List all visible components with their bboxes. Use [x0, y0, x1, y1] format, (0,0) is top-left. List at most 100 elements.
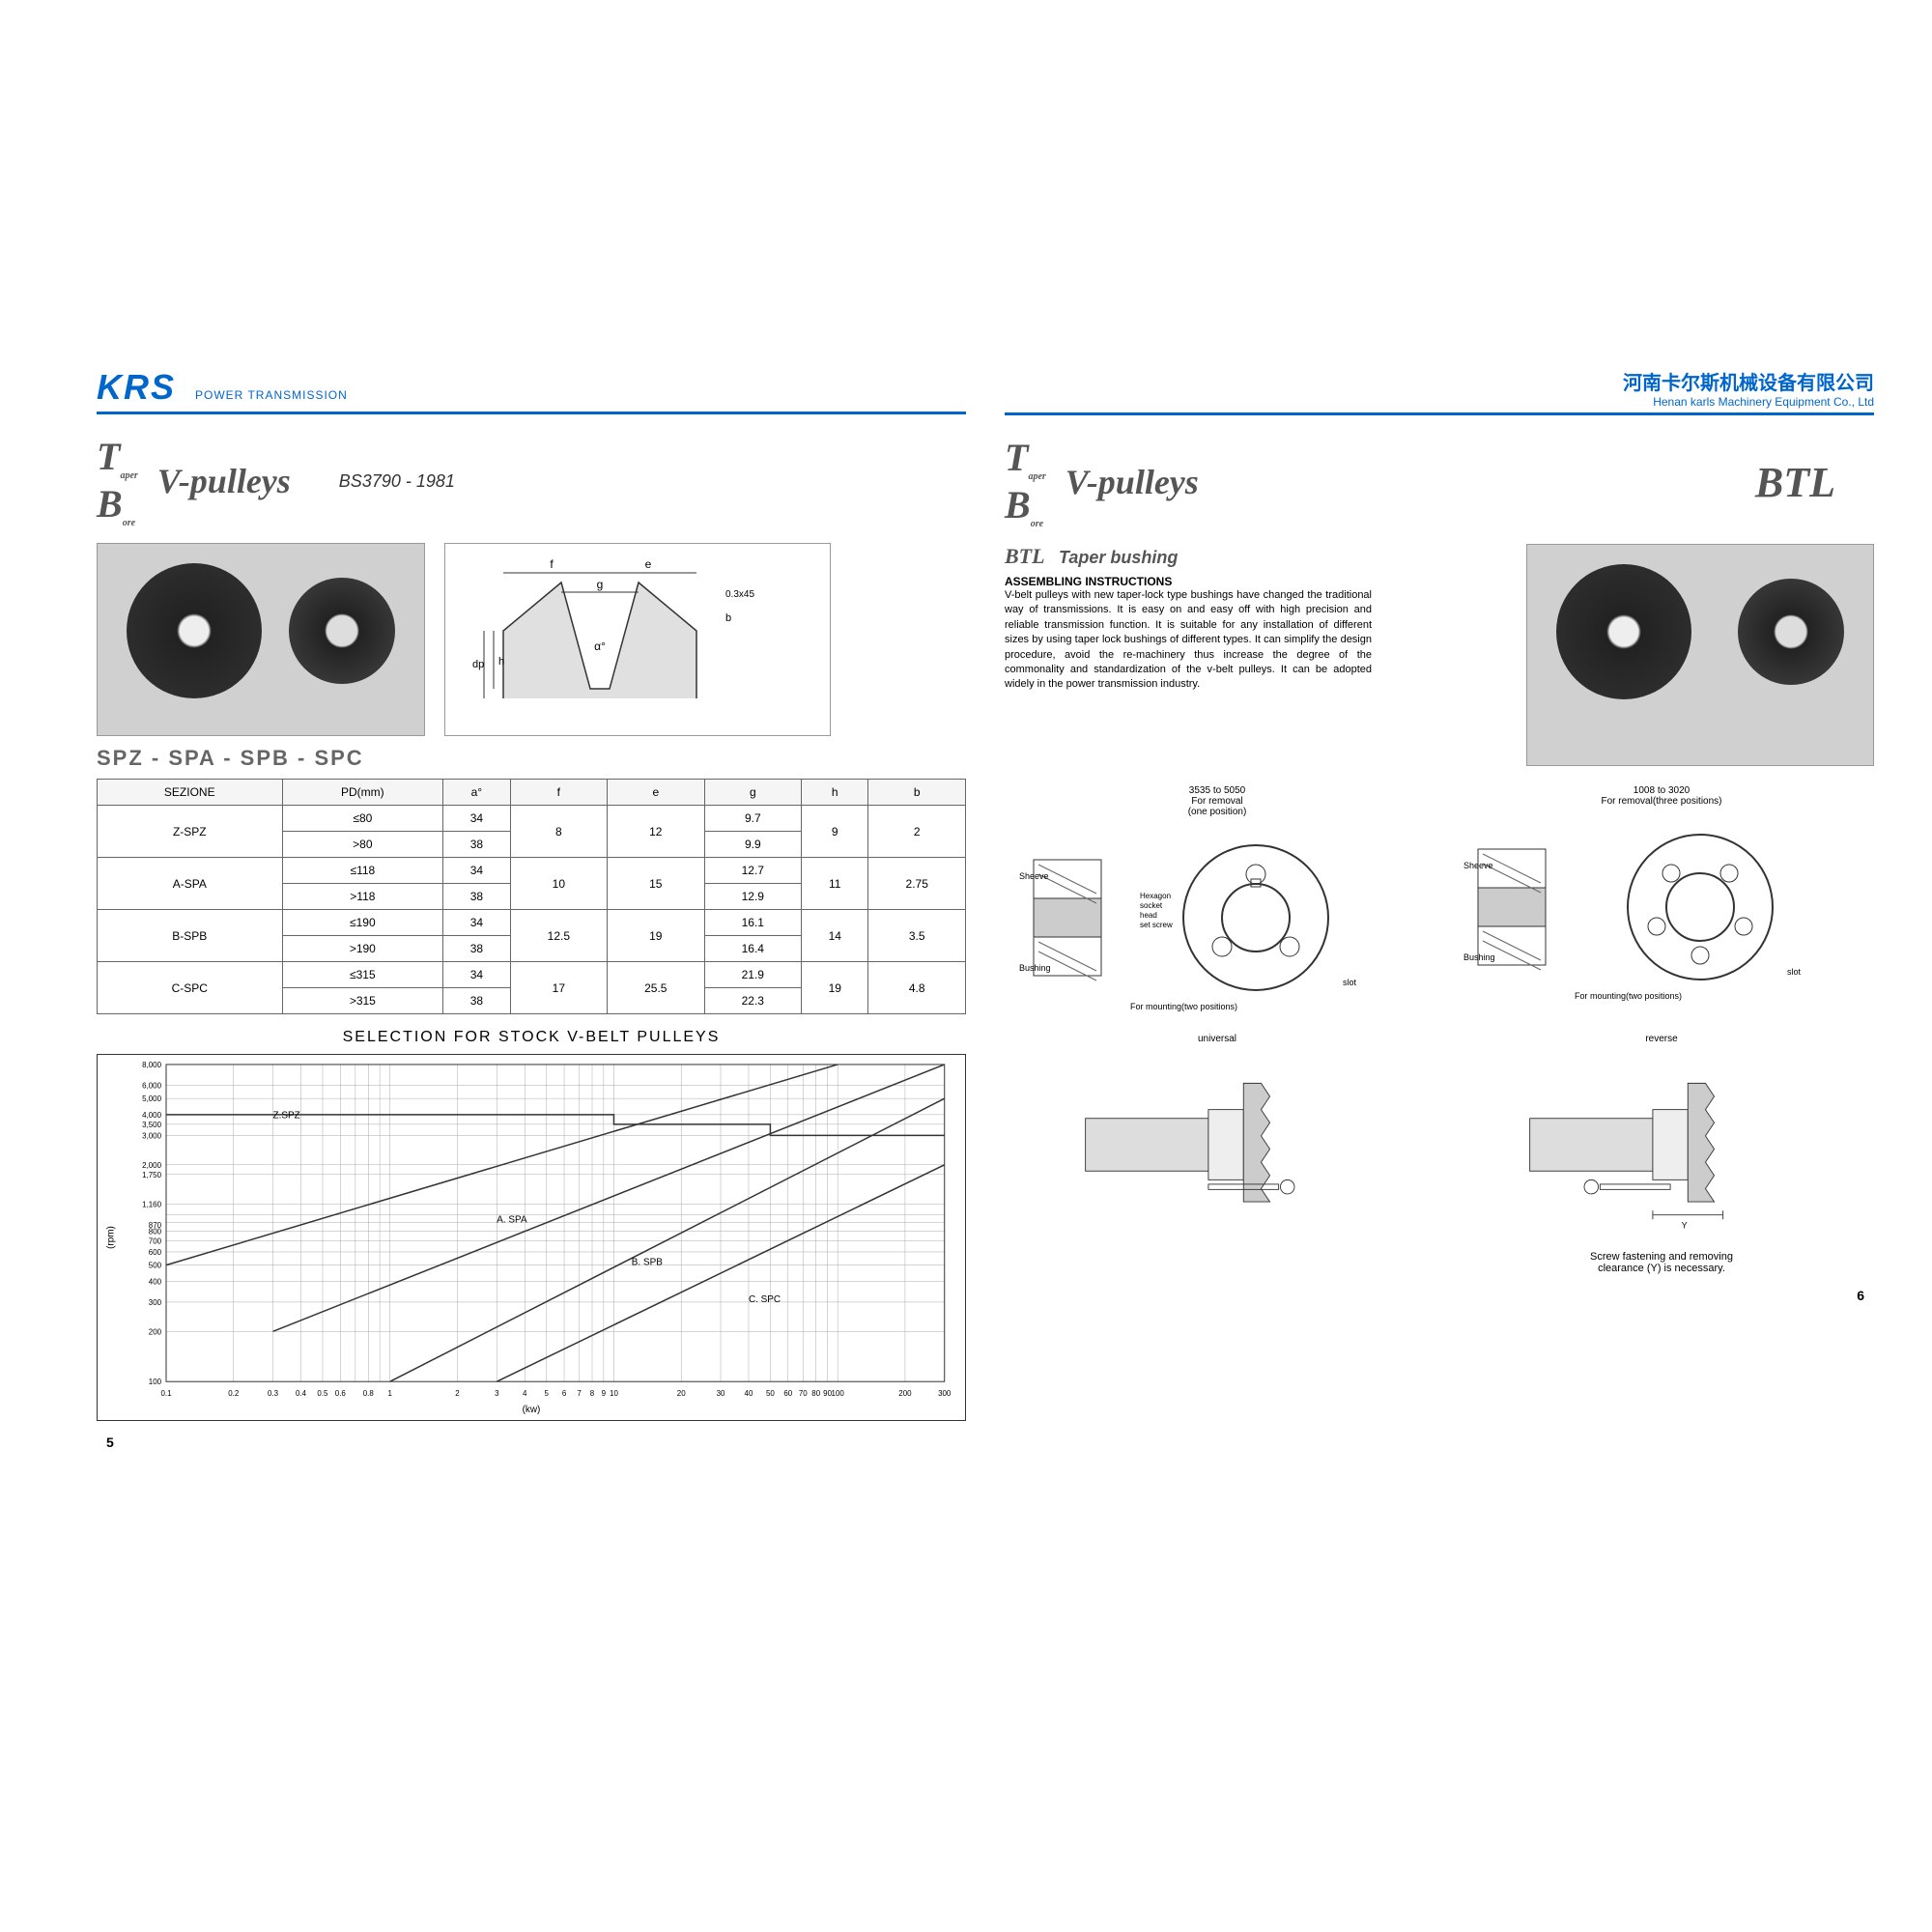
svg-text:3: 3 [495, 1389, 499, 1398]
svg-text:slot: slot [1343, 978, 1357, 987]
image-row: f e g 0.3x45 α° dp h b [97, 543, 966, 736]
svg-text:Sheeve: Sheeve [1019, 871, 1049, 881]
reverse-diagram: reverse Y Screw fastening and removing c… [1449, 1034, 1874, 1274]
svg-text:600: 600 [149, 1248, 162, 1257]
pulley-photo-right [1526, 544, 1874, 766]
table-row: B-SPB≤1903412.51916.1143.5 [98, 910, 966, 936]
diagram-1: 3535 to 5050 For removal (one position) … [1005, 785, 1430, 1014]
spec-table: SEZIONEPD(mm)a°feghb Z-SPZ≤80348129.792>… [97, 779, 966, 1014]
bs-spec: BS3790 - 1981 [339, 471, 455, 492]
svg-text:Bushing: Bushing [1019, 963, 1051, 973]
svg-text:h: h [498, 656, 504, 668]
profile-diagram: f e g 0.3x45 α° dp h b [444, 543, 831, 736]
svg-text:20: 20 [677, 1389, 686, 1398]
diagram-2: 1008 to 3020 For removal(three positions… [1449, 785, 1874, 1014]
svg-text:400: 400 [149, 1277, 162, 1286]
company-cn: 河南卡尔斯机械设备有限公司 [1005, 367, 1874, 395]
diag1-top: 3535 to 5050 For removal (one position) [1005, 785, 1430, 817]
svg-text:10: 10 [610, 1389, 618, 1398]
btl-title: BTL [1755, 458, 1835, 507]
svg-text:500: 500 [149, 1262, 162, 1270]
svg-text:300: 300 [149, 1298, 162, 1307]
chart-title: SELECTION FOR STOCK V-BELT PULLEYS [97, 1029, 966, 1046]
table-header: b [868, 780, 966, 806]
diag2-top: 1008 to 3020 For removal(three positions… [1449, 785, 1874, 807]
svg-text:0.2: 0.2 [228, 1389, 240, 1398]
svg-text:0.3: 0.3 [268, 1389, 279, 1398]
svg-text:B. SPB: B. SPB [632, 1258, 663, 1268]
svg-text:200: 200 [149, 1327, 162, 1336]
table-header: SEZIONE [98, 780, 283, 806]
bushing-diagrams: 3535 to 5050 For removal (one position) … [1005, 785, 1874, 1014]
svg-text:1: 1 [388, 1389, 393, 1398]
tb-logo-right: TaperBore [1005, 435, 1046, 529]
svg-text:100: 100 [149, 1378, 162, 1386]
spz-title: SPZ - SPA - SPB - SPC [97, 746, 966, 771]
svg-text:A. SPA: A. SPA [497, 1215, 527, 1226]
svg-text:0.1: 0.1 [160, 1389, 172, 1398]
svg-text:4: 4 [523, 1389, 527, 1398]
svg-text:40: 40 [745, 1389, 753, 1398]
svg-text:Y: Y [1682, 1220, 1688, 1230]
svg-text:set screw: set screw [1140, 921, 1173, 929]
btl-sub: BTL [1005, 544, 1045, 568]
vpulleys-title: V-pulleys [157, 461, 291, 501]
svg-text:socket: socket [1140, 901, 1163, 910]
svg-text:Z.SPZ: Z.SPZ [273, 1111, 300, 1122]
svg-text:Sheeve: Sheeve [1463, 861, 1493, 870]
svg-text:0.8: 0.8 [363, 1389, 375, 1398]
svg-text:200: 200 [898, 1389, 912, 1398]
svg-text:0.6: 0.6 [335, 1389, 347, 1398]
svg-text:9: 9 [602, 1389, 607, 1398]
svg-text:300: 300 [938, 1389, 952, 1398]
table-header: g [704, 780, 801, 806]
svg-text:b: b [725, 612, 731, 624]
svg-text:6,000: 6,000 [142, 1081, 161, 1090]
svg-text:1,750: 1,750 [142, 1171, 161, 1179]
svg-text:8,000: 8,000 [142, 1061, 161, 1069]
svg-text:Hexagon: Hexagon [1140, 892, 1171, 900]
svg-text:5,000: 5,000 [142, 1094, 161, 1103]
table-row: Z-SPZ≤80348129.792 [98, 806, 966, 832]
title-row-right: TaperBore V-pulleys BTL [1005, 435, 1874, 529]
svg-text:7: 7 [577, 1389, 582, 1398]
svg-text:0.4: 0.4 [296, 1389, 307, 1398]
mount-diagrams: universal reverse [1005, 1034, 1874, 1274]
svg-text:1,160: 1,160 [142, 1201, 161, 1209]
table-header: f [510, 780, 607, 806]
svg-text:2: 2 [455, 1389, 460, 1398]
btl-row: BTL Taper bushing ASSEMBLING INSTRUCTION… [1005, 544, 1874, 766]
table-header: a° [443, 780, 510, 806]
svg-text:80: 80 [811, 1389, 820, 1398]
taper-bushing: Taper bushing [1059, 548, 1178, 567]
svg-text:head: head [1140, 911, 1157, 920]
svg-text:(kw): (kw) [523, 1405, 541, 1415]
page-right: 河南卡尔斯机械设备有限公司 Henan karls Machinery Equi… [1005, 367, 1874, 1274]
selection-chart: Z.SPZ A. SPA B. SPB C. SPC 0.1 0.2 0.3 0.4 0.5 0.… [97, 1054, 966, 1421]
svg-text:e: e [645, 557, 652, 571]
universal-diagram: universal [1005, 1034, 1430, 1274]
page-left: KRS POWER TRANSMISSION TaperBore V-pulle… [97, 367, 966, 1421]
title-row-left: TaperBore V-pulleys BS3790 - 1981 [97, 434, 966, 528]
page-number-left: 5 [106, 1435, 114, 1450]
logo-krs: KRS [97, 367, 176, 408]
svg-text:3,000: 3,000 [142, 1131, 161, 1140]
svg-text:4,000: 4,000 [142, 1111, 161, 1120]
table-header: e [608, 780, 704, 806]
svg-text:2,000: 2,000 [142, 1161, 161, 1170]
svg-text:30: 30 [717, 1389, 725, 1398]
svg-text:C. SPC: C. SPC [749, 1294, 781, 1305]
svg-text:8: 8 [590, 1389, 595, 1398]
company-en: Henan karls Machinery Equipment Co., Ltd [1005, 395, 1874, 409]
svg-text:0.3x45: 0.3x45 [725, 589, 754, 600]
vpulleys-title-right: V-pulleys [1065, 462, 1199, 502]
tb-logo: TaperBore [97, 434, 138, 528]
svg-text:60: 60 [783, 1389, 792, 1398]
svg-text:70: 70 [799, 1389, 808, 1398]
svg-text:100: 100 [832, 1389, 845, 1398]
svg-text:0.5: 0.5 [317, 1389, 328, 1398]
reverse-label: reverse [1449, 1034, 1874, 1044]
svg-text:50: 50 [766, 1389, 775, 1398]
pulley-photo [97, 543, 425, 736]
svg-text:For mounting(two positions): For mounting(two positions) [1130, 1002, 1237, 1011]
